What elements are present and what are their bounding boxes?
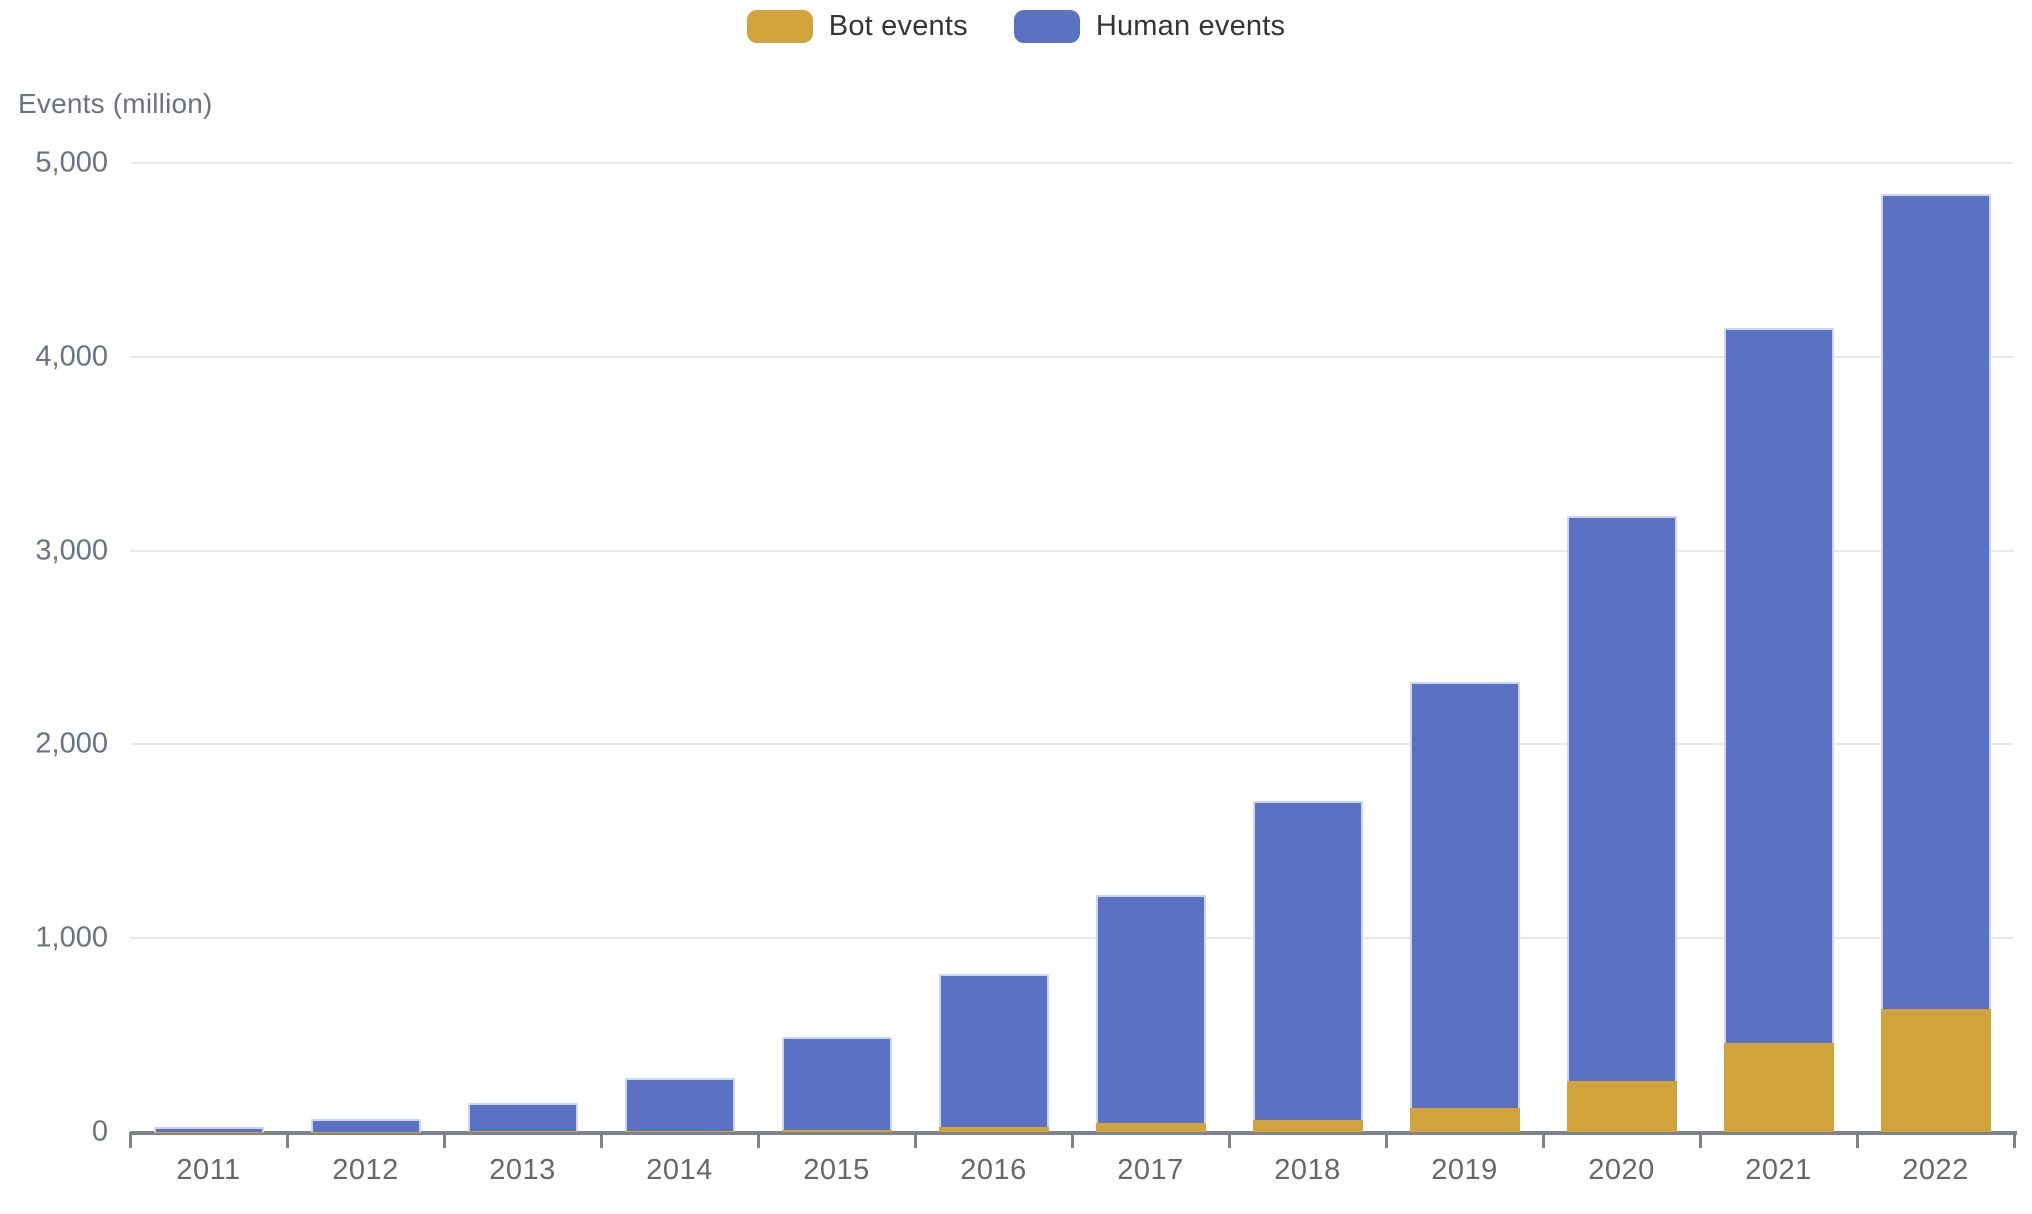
bot-events-segment-2016[interactable] — [938, 1127, 1049, 1132]
human-events-segment-2011[interactable] — [153, 1127, 264, 1132]
x-axis-tick — [443, 1132, 446, 1148]
bot-events-segment-2021[interactable] — [1723, 1043, 1834, 1132]
human-events-segment-2013[interactable] — [467, 1102, 578, 1132]
bot-events-segment-2014[interactable] — [624, 1130, 735, 1132]
bot-events-segment-2017[interactable] — [1095, 1123, 1206, 1132]
bar-2020[interactable] — [1566, 515, 1677, 1132]
x-axis-tick — [2013, 1132, 2016, 1148]
legend-swatch-icon — [1013, 10, 1080, 43]
legend-label: Bot events — [828, 10, 968, 42]
human-events-segment-2012[interactable] — [310, 1119, 421, 1132]
x-tick-label-2011: 2011 — [176, 1154, 241, 1186]
human-events-segment-2019[interactable] — [1409, 682, 1520, 1108]
x-axis-tick — [1071, 1132, 1074, 1148]
y-tick-label: 0 — [91, 1115, 108, 1148]
x-tick-label-2022: 2022 — [1902, 1154, 1969, 1186]
human-events-segment-2014[interactable] — [624, 1077, 735, 1131]
human-events-segment-2015[interactable] — [781, 1037, 892, 1130]
human-events-segment-2017[interactable] — [1095, 894, 1206, 1124]
bar-2012[interactable] — [310, 1119, 421, 1132]
human-events-segment-2020[interactable] — [1566, 515, 1677, 1082]
x-tick-label-2014: 2014 — [646, 1154, 713, 1186]
x-tick-label-2013: 2013 — [489, 1154, 556, 1186]
bot-events-segment-2019[interactable] — [1409, 1107, 1520, 1132]
legend: Bot events Human events — [0, 10, 2032, 43]
gridline-3,000 — [130, 549, 2014, 552]
y-tick-label: 2,000 — [35, 727, 108, 760]
x-axis-tick — [1228, 1132, 1231, 1148]
bot-events-segment-2022[interactable] — [1880, 1008, 1991, 1132]
x-axis-tick — [1542, 1132, 1545, 1148]
gridline-4,000 — [130, 355, 2014, 358]
legend-item-human-events[interactable]: Human events — [1013, 10, 1286, 43]
x-tick-label-2016: 2016 — [960, 1154, 1027, 1186]
x-axis-tick — [757, 1132, 760, 1148]
bar-2019[interactable] — [1409, 682, 1520, 1132]
bar-2022[interactable] — [1880, 194, 1991, 1132]
legend-label: Human events — [1095, 10, 1286, 42]
human-events-segment-2021[interactable] — [1723, 327, 1834, 1044]
bot-events-segment-2020[interactable] — [1566, 1081, 1677, 1132]
x-tick-label-2015: 2015 — [803, 1154, 870, 1186]
bar-2011[interactable] — [153, 1127, 264, 1132]
bot-events-segment-2013[interactable] — [467, 1131, 578, 1132]
bot-events-segment-2018[interactable] — [1252, 1119, 1363, 1132]
y-tick-label: 1,000 — [35, 921, 108, 954]
x-axis-tick — [600, 1132, 603, 1148]
y-tick-label: 5,000 — [35, 146, 108, 179]
bar-2013[interactable] — [467, 1102, 578, 1132]
x-axis-tick — [914, 1132, 917, 1148]
bot-events-segment-2015[interactable] — [781, 1129, 892, 1132]
y-axis-title: Events (million) — [18, 88, 213, 119]
x-tick-label-2021: 2021 — [1745, 1154, 1812, 1186]
bar-2015[interactable] — [781, 1037, 892, 1132]
gridline-1,000 — [130, 937, 2014, 940]
x-axis-tick — [1699, 1132, 1702, 1148]
gridline-5,000 — [130, 162, 2014, 164]
x-tick-label-2020: 2020 — [1588, 1154, 1655, 1186]
y-tick-label: 3,000 — [35, 534, 108, 567]
bar-2017[interactable] — [1095, 894, 1206, 1132]
bar-2018[interactable] — [1252, 800, 1363, 1132]
bar-2014[interactable] — [624, 1077, 735, 1132]
x-tick-label-2012: 2012 — [332, 1154, 399, 1186]
x-tick-label-2019: 2019 — [1431, 1154, 1498, 1186]
x-tick-label-2017: 2017 — [1117, 1154, 1184, 1186]
x-axis-tick — [286, 1132, 289, 1148]
bar-2021[interactable] — [1723, 327, 1834, 1132]
x-axis-tick — [1385, 1132, 1388, 1148]
human-events-segment-2018[interactable] — [1252, 800, 1363, 1120]
y-tick-label: 4,000 — [35, 340, 108, 373]
human-events-segment-2022[interactable] — [1880, 194, 1991, 1009]
human-events-segment-2016[interactable] — [938, 974, 1049, 1128]
x-axis-tick — [1856, 1132, 1859, 1148]
legend-swatch-icon — [746, 10, 813, 43]
bar-2016[interactable] — [938, 974, 1049, 1132]
gridline-2,000 — [130, 743, 2014, 746]
legend-item-bot-events[interactable]: Bot events — [746, 10, 968, 43]
x-axis-tick — [129, 1132, 132, 1148]
x-tick-label-2018: 2018 — [1274, 1154, 1341, 1186]
